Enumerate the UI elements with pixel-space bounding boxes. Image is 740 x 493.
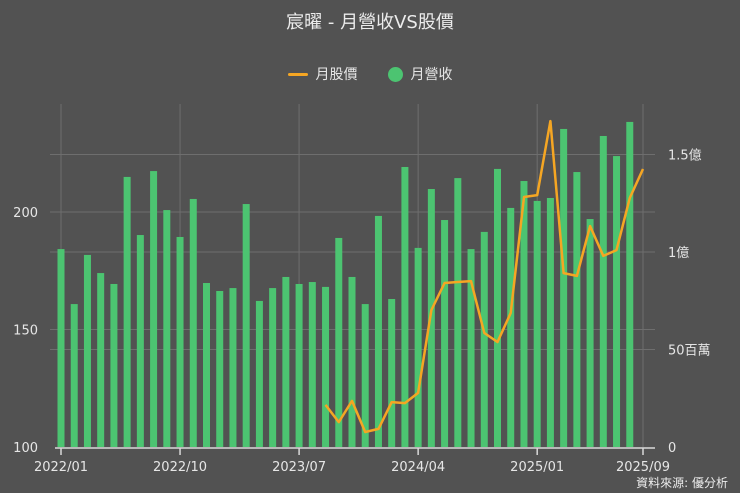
revenue-bar[interactable] [414, 247, 422, 447]
x-axis-tick-label: 2022/10 [153, 460, 207, 475]
revenue-bar[interactable] [216, 291, 224, 447]
right-axis-tick-label: 1億 [668, 245, 689, 261]
left-axis-tick-label: 100 [13, 441, 38, 456]
revenue-bar[interactable] [136, 235, 144, 447]
line-swatch-icon [287, 72, 308, 76]
revenue-bar[interactable] [295, 283, 303, 447]
revenue-bar[interactable] [229, 288, 237, 447]
revenue-bar[interactable] [242, 204, 250, 447]
legend-label-revenue: 月營收 [410, 67, 453, 83]
revenue-bar[interactable] [560, 128, 568, 447]
right-axis-tick-label: 0 [668, 441, 676, 456]
x-axis-tick-label: 2025/01 [510, 460, 564, 475]
revenue-bar[interactable] [255, 300, 263, 447]
x-axis-tick-label: 2024/04 [391, 460, 445, 475]
revenue-bar[interactable] [454, 178, 462, 447]
revenue-bars [57, 121, 634, 448]
legend-item-revenue[interactable]: 月營收 [387, 64, 453, 84]
x-axis-tick-label: 2025/09 [616, 460, 670, 475]
revenue-bar[interactable] [335, 237, 343, 447]
revenue-bar[interactable] [123, 176, 131, 448]
revenue-bar[interactable] [507, 207, 515, 447]
revenue-bar[interactable] [586, 219, 594, 447]
left-axis-tick-label: 200 [13, 206, 38, 221]
revenue-bar[interactable] [348, 276, 356, 447]
revenue-bar[interactable] [97, 273, 105, 447]
revenue-bar[interactable] [269, 288, 277, 447]
left-axis-tick-label: 150 [13, 324, 38, 339]
legend: 月股價 月營收 [0, 64, 740, 84]
revenue-bar[interactable] [322, 286, 330, 447]
x-axis-tick-label: 2023/07 [272, 460, 326, 475]
revenue-bar[interactable] [176, 236, 184, 447]
revenue-bar[interactable] [441, 220, 449, 447]
revenue-bar[interactable] [467, 249, 475, 447]
revenue-bar[interactable] [573, 172, 581, 448]
data-source-note: 資料來源: 優分析 [636, 476, 728, 490]
dot-swatch-icon [387, 66, 403, 82]
axes: 100 150 200 0 50百萬 1億 1.5億 2022/01 2022/10 2023/0… [13, 148, 710, 476]
revenue-bar[interactable] [361, 304, 369, 447]
x-axis-tick-label: 2022/01 [34, 460, 88, 475]
revenue-bar[interactable] [533, 200, 541, 447]
legend-item-price[interactable]: 月股價 [287, 64, 358, 84]
revenue-bar[interactable] [189, 198, 197, 447]
revenue-bar[interactable] [520, 181, 528, 447]
revenue-bar[interactable] [388, 298, 396, 447]
revenue-bar[interactable] [57, 249, 65, 447]
revenue-bar[interactable] [163, 210, 171, 447]
right-axis-tick-label: 1.5億 [668, 148, 702, 164]
price-line [324, 119, 645, 434]
revenue-bar[interactable] [599, 135, 607, 447]
revenue-bar[interactable] [70, 304, 78, 447]
revenue-bar[interactable] [401, 166, 409, 448]
revenue-bar[interactable] [110, 283, 118, 447]
chart-title: 宸曜 - 月營收VS股價 [286, 12, 454, 33]
price-polyline[interactable] [324, 119, 645, 434]
revenue-bar[interactable] [308, 282, 316, 447]
revenue-bar[interactable] [480, 231, 488, 447]
revenue-bar[interactable] [203, 283, 210, 447]
revenue-bar[interactable] [374, 215, 382, 447]
revenue-bar[interactable] [282, 276, 290, 447]
revenue-bar[interactable] [494, 168, 501, 447]
revenue-bar[interactable] [626, 121, 634, 447]
revenue-bar[interactable] [613, 156, 621, 447]
revenue-bar[interactable] [150, 171, 158, 447]
revenue-bar[interactable] [83, 254, 91, 447]
legend-label-price: 月股價 [315, 67, 358, 83]
revenue-bar[interactable] [546, 197, 554, 447]
right-axis-tick-label: 50百萬 [668, 344, 711, 359]
